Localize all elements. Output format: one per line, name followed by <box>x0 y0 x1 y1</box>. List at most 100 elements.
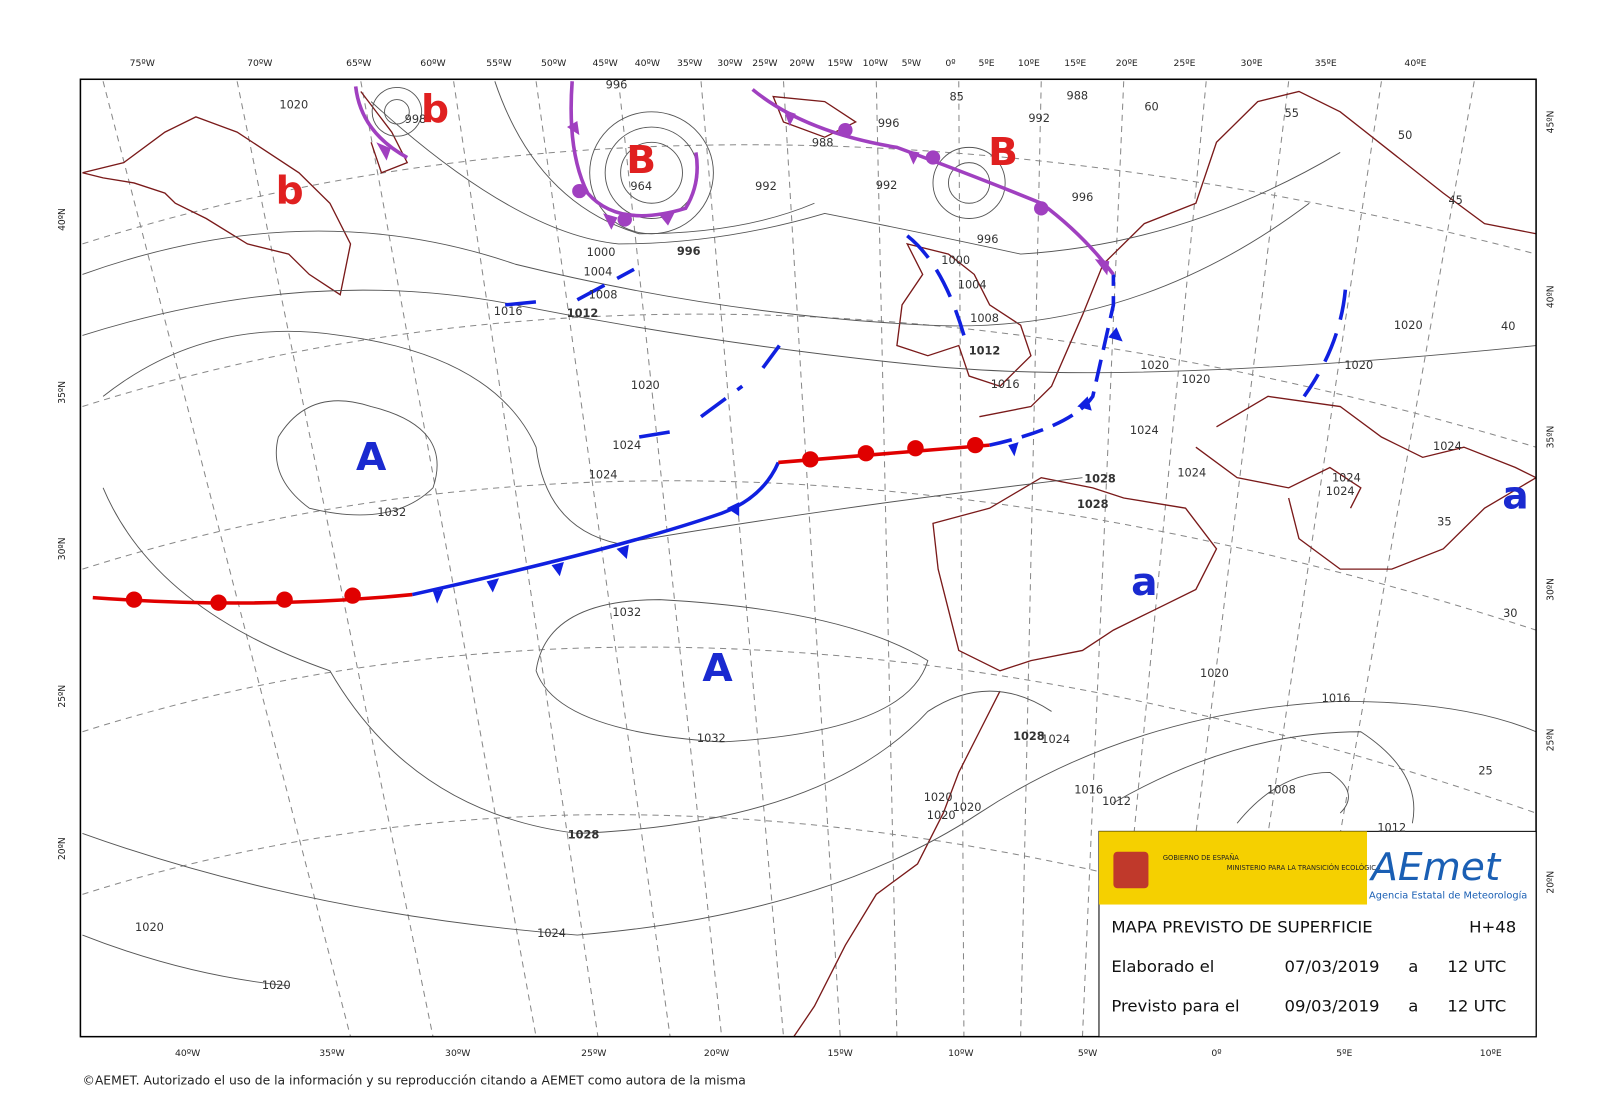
lat-label: 20ºN <box>1546 871 1557 894</box>
isobar-label: 1012 <box>567 307 599 320</box>
isobar-label: 1032 <box>697 732 726 745</box>
lat-label: 20ºN <box>57 837 68 860</box>
isobar-label: 1000 <box>587 246 616 259</box>
isobar-label: 1012 <box>969 345 1001 358</box>
isobar-label: 1020 <box>1394 319 1423 332</box>
lon-label: 35ºW <box>677 58 702 69</box>
lon-label: 10ºE <box>1018 58 1040 69</box>
isobar-label: 996 <box>677 245 701 258</box>
pressure-center: A <box>356 435 386 480</box>
fronts <box>92 81 1348 611</box>
lon-label: 10ºW <box>948 1048 973 1059</box>
footer: ©AEMET. Autorizado el uso de la informac… <box>82 1074 745 1088</box>
box-title: MAPA PREVISTO DE SUPERFICIE <box>1111 917 1372 936</box>
lat-label: 30ºN <box>57 537 68 560</box>
lat-label: 30ºN <box>1546 578 1557 601</box>
isobar-label: 1020 <box>631 379 660 392</box>
isobar-label: 998 <box>405 113 427 126</box>
pressure-center: B <box>988 130 1018 175</box>
pressure-center: a <box>1131 560 1157 605</box>
isobar-label: 996 <box>878 117 900 130</box>
isobar-label: 1024 <box>612 439 641 452</box>
isobar-label: 1012 <box>1377 821 1406 834</box>
isobar-label: 1020 <box>1140 359 1169 372</box>
lon-label: 5ºW <box>902 58 921 69</box>
lat-label: 25ºN <box>57 685 68 708</box>
lon-label: 40ºW <box>635 58 660 69</box>
isobar-label: 992 <box>876 179 898 192</box>
lon-label: 30ºE <box>1241 58 1263 69</box>
thickness-label: 85 <box>949 91 963 104</box>
isobar-label: 1024 <box>537 927 566 940</box>
pressure-center: a <box>1502 474 1528 519</box>
thickness-label: 40 <box>1501 320 1515 333</box>
row-date: 09/03/2019 <box>1285 997 1380 1016</box>
isobar-label: 1020 <box>1344 359 1373 372</box>
isobar-label: 1028 <box>1077 498 1109 511</box>
isobar-label: 1008 <box>589 289 618 302</box>
isobar-label: 1020 <box>1181 373 1210 386</box>
isobar-label: 1020 <box>279 99 308 112</box>
isobar-label: 992 <box>1028 112 1050 125</box>
lat-label: 40ºN <box>1546 285 1557 308</box>
lon-label: 35ºE <box>1315 58 1337 69</box>
info-box: GOBIERNO DE ESPAÑA MINISTERIO PARA LA TR… <box>1098 830 1537 1038</box>
lon-label: 75ºW <box>130 58 155 69</box>
thickness-label: 30 <box>1503 607 1517 620</box>
isobar-label: 1020 <box>135 921 164 934</box>
isobars <box>82 81 1537 987</box>
row-a: a <box>1408 957 1418 976</box>
lat-label: 35ºN <box>1546 426 1557 449</box>
isobar-label: 1008 <box>1267 784 1296 797</box>
isobar-label: 996 <box>977 233 999 246</box>
isobar-label: 988 <box>1067 90 1089 103</box>
lon-label: 25ºW <box>752 58 777 69</box>
row-label: Previsto para el <box>1111 997 1239 1016</box>
lon-label: 5ºE <box>979 58 995 69</box>
lat-label: 40ºN <box>57 208 68 231</box>
logo: AEmet <box>1368 845 1502 890</box>
lon-label: 10ºW <box>863 58 888 69</box>
thickness-label: 35 <box>1437 515 1451 528</box>
isobar-label: 1016 <box>991 378 1020 391</box>
lon-label: 25ºW <box>581 1048 606 1059</box>
isobar-label: 1008 <box>970 312 999 325</box>
isobar-label: 1020 <box>262 979 291 992</box>
lon-label: 30ºW <box>717 58 742 69</box>
lon-label: 60ºW <box>420 58 445 69</box>
isobar-label: 1024 <box>1177 467 1206 480</box>
lon-label: 50ºW <box>541 58 566 69</box>
lon-label: 25ºE <box>1174 58 1196 69</box>
lat-label: 25ºN <box>1546 729 1557 752</box>
thickness-label: 45 <box>1448 194 1462 207</box>
row-label: Elaborado el <box>1111 957 1214 976</box>
lon-label: 5ºE <box>1336 1048 1352 1059</box>
isobar-label: 1028 <box>1013 730 1045 743</box>
isobar-label: 1032 <box>377 506 406 519</box>
isobar-label: 1024 <box>1332 472 1361 485</box>
thickness-label: 60 <box>1144 101 1158 114</box>
thickness-label: 50 <box>1398 129 1412 142</box>
isobar-label: 964 <box>630 180 652 193</box>
isobar-label: 1024 <box>1433 440 1462 453</box>
isobar-label: 1028 <box>1084 473 1116 486</box>
lon-label: 10ºE <box>1480 1048 1502 1059</box>
isobar-label: 1024 <box>589 469 618 482</box>
isobar-label: 1016 <box>494 305 523 318</box>
isobar-label: 1024 <box>1041 733 1070 746</box>
row-date: 07/03/2019 <box>1285 957 1380 976</box>
thickness-label: 25 <box>1478 764 1492 777</box>
isobar-label: 1004 <box>584 265 613 278</box>
isobar-label: 1032 <box>612 606 641 619</box>
isobar-label: 1000 <box>941 254 970 267</box>
pressure-center: A <box>702 646 732 691</box>
isobar-label: 1016 <box>1074 784 1103 797</box>
lon-label: 15ºW <box>828 1048 853 1059</box>
ministry: MINISTERIO PARA LA TRANSICIÓN ECOLÓGICA <box>1227 863 1381 872</box>
isobar-label: 1012 <box>1102 795 1131 808</box>
agency: Agencia Estatal de Meteorología <box>1369 890 1527 902</box>
lead-time: H+48 <box>1469 917 1516 936</box>
isobar-label: 1020 <box>927 809 956 822</box>
lon-label: 70ºW <box>247 58 272 69</box>
